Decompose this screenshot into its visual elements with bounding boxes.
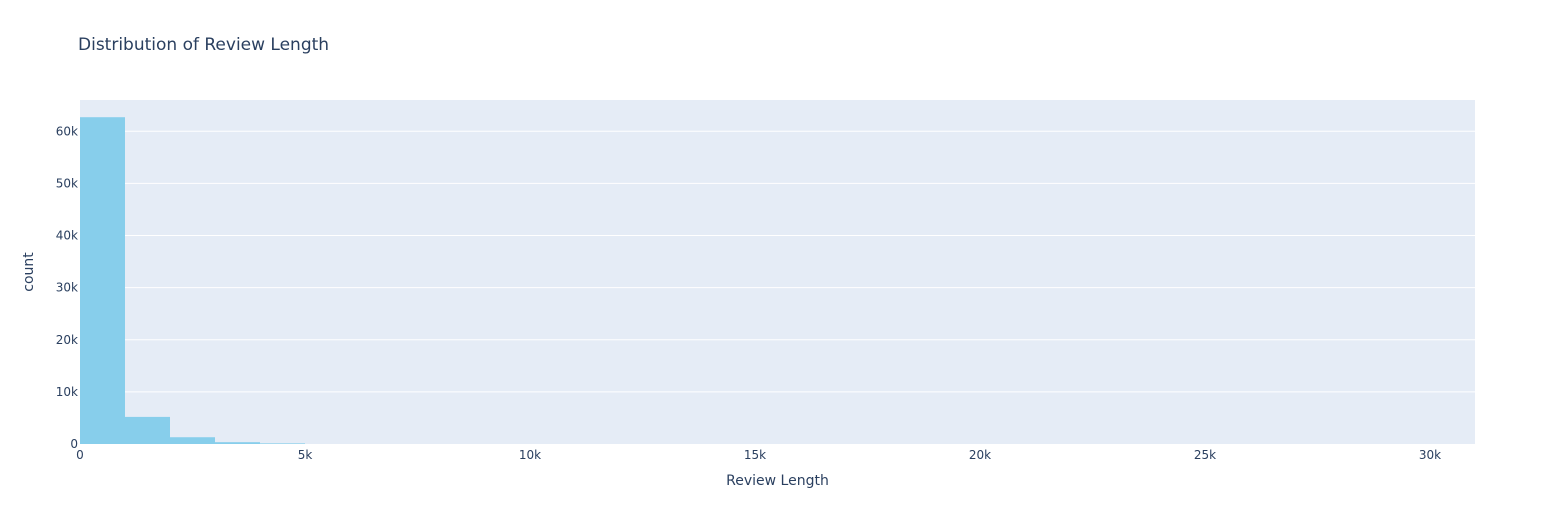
chart-title: Distribution of Review Length [78, 35, 329, 55]
x-tick-label: 5k [298, 448, 313, 462]
y-tick-label: 10k [56, 385, 78, 399]
histogram-bar[interactable] [215, 442, 260, 444]
y-tick-label: 50k [56, 176, 78, 190]
x-tick-label: 15k [744, 448, 766, 462]
histogram-bar[interactable] [260, 443, 305, 444]
y-tick-label: 40k [56, 229, 78, 243]
x-axis-title: Review Length [726, 473, 829, 489]
histogram-bar[interactable] [80, 117, 125, 444]
plot-area [80, 100, 1475, 444]
y-axis-title: count [21, 252, 37, 292]
y-tick-label: 0 [70, 437, 78, 451]
y-tick-label: 60k [56, 124, 78, 138]
y-tick-label: 30k [56, 281, 78, 295]
y-gridlines [80, 130, 1475, 393]
x-tick-label: 25k [1194, 448, 1216, 462]
x-tick-label: 30k [1419, 448, 1441, 462]
histogram-bar[interactable] [170, 437, 215, 444]
y-axis-ticks: 0 10k 20k 30k 40k 50k 60k [56, 124, 78, 451]
histogram-bars [80, 117, 305, 444]
x-tick-label: 20k [969, 448, 991, 462]
x-tick-label: 10k [519, 448, 541, 462]
y-tick-label: 20k [56, 333, 78, 347]
histogram-bar[interactable] [125, 416, 170, 444]
x-axis-ticks: 0 5k 10k 15k 20k 25k 30k [76, 448, 1441, 462]
x-tick-label: 0 [76, 448, 84, 462]
